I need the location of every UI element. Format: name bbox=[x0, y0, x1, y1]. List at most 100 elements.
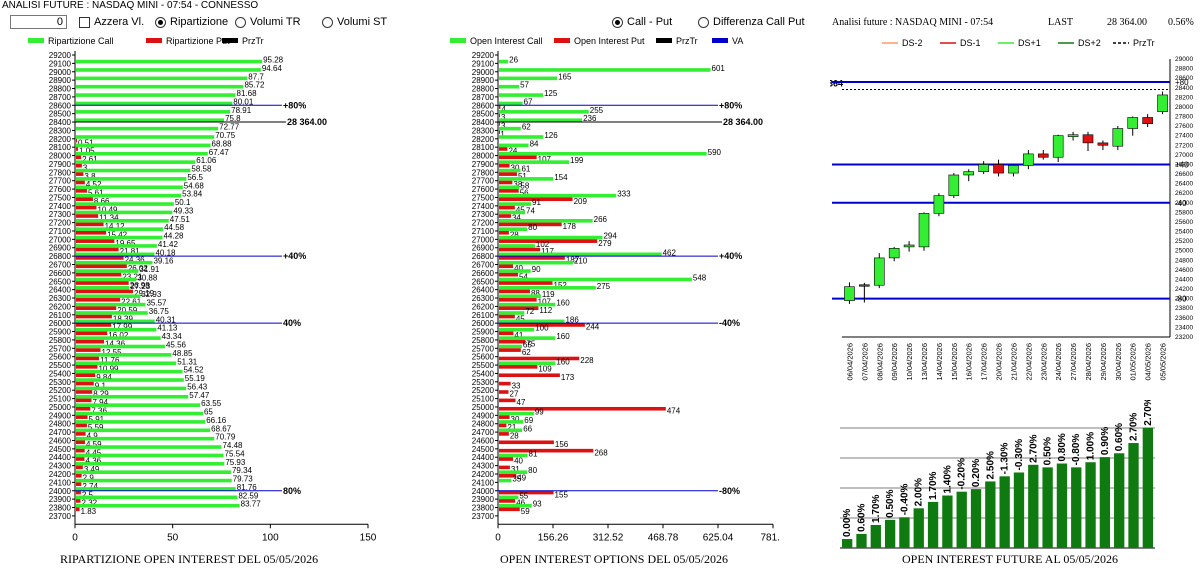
put-value-label: 268 bbox=[594, 448, 608, 457]
window-title: ANALISI FUTURE : NASDAQ MINI - 07:54 - C… bbox=[2, 0, 259, 11]
call-bar bbox=[499, 193, 617, 198]
radio-ripartizione[interactable]: Ripartizione bbox=[155, 16, 228, 28]
call-bar bbox=[76, 68, 261, 72]
put-bar bbox=[76, 314, 112, 319]
strike-label: 24000 bbox=[472, 487, 495, 496]
put-bar bbox=[499, 423, 507, 428]
oi-bar-label: 2.70% bbox=[1129, 413, 1140, 441]
oi-bar-label: 1.40% bbox=[942, 465, 953, 493]
put-value-label: 1.05 bbox=[79, 147, 95, 156]
strike-label: 25600 bbox=[472, 353, 495, 362]
oi-bar-label: 0.90% bbox=[1100, 427, 1111, 455]
call-value-label: 30.88 bbox=[137, 273, 158, 282]
call-value-label: 57 bbox=[520, 81, 529, 90]
azzera-label: Azzera Vl. bbox=[94, 16, 145, 28]
call-value-label: 154 bbox=[554, 173, 568, 182]
call-value-label: 54.68 bbox=[184, 181, 205, 190]
call-bar bbox=[76, 143, 211, 148]
price-tick-label: 23800 bbox=[1175, 305, 1193, 312]
call-value-label: 125 bbox=[544, 89, 558, 98]
call-bar bbox=[499, 143, 529, 148]
call-value-label: 91 bbox=[532, 198, 541, 207]
call-value-label: 199 bbox=[570, 156, 584, 165]
right-title: Analisi future : NASDAQ MINI - 07:54 bbox=[832, 17, 994, 28]
call-value-label: 275 bbox=[597, 282, 611, 291]
call-value-label: 31.91 bbox=[139, 265, 160, 274]
call-bar bbox=[76, 210, 173, 215]
oi-bar-label: -0.80% bbox=[1071, 434, 1082, 466]
radio-volumi-st[interactable]: Volumi ST bbox=[322, 16, 387, 28]
put-value-label: 10.49 bbox=[97, 205, 118, 214]
call-value-label: 45.56 bbox=[166, 341, 187, 350]
checkbox-box-icon bbox=[79, 16, 90, 28]
put-value-label: 75 bbox=[526, 339, 535, 348]
strike-label: 23700 bbox=[472, 512, 495, 521]
call-value-label: 44.28 bbox=[163, 232, 184, 241]
strike-label: 25300 bbox=[49, 378, 72, 387]
radio-volumi-tr[interactable]: Volumi TR bbox=[235, 16, 301, 28]
put-bar bbox=[76, 432, 86, 436]
date-label: 13/04/2026 bbox=[920, 343, 929, 381]
put-bar bbox=[499, 130, 500, 135]
candle-body bbox=[1127, 117, 1139, 129]
azzera-checkbox[interactable]: Azzera Vl. bbox=[79, 16, 144, 28]
put-bar bbox=[499, 390, 509, 394]
date-label: 22/04/2026 bbox=[1024, 343, 1033, 381]
strike-label: 28000 bbox=[472, 152, 495, 161]
strike-label: 26600 bbox=[472, 269, 495, 278]
price-tick-label: 27400 bbox=[1175, 133, 1193, 140]
strike-label: 28500 bbox=[472, 110, 495, 119]
strike-label: 23800 bbox=[472, 504, 495, 513]
legend-label: Ripartizione Put bbox=[166, 36, 230, 46]
call-value-label: 40.18 bbox=[155, 248, 176, 257]
strike-label: 27500 bbox=[49, 193, 72, 202]
call-value-label: 65 bbox=[204, 408, 213, 417]
strike-label: 24500 bbox=[472, 445, 495, 454]
strike-label: 24800 bbox=[49, 420, 72, 429]
date-label: 05/05/2026 bbox=[1159, 343, 1168, 381]
value-input[interactable]: 0 bbox=[10, 15, 67, 29]
oi-bar-label: -0.40% bbox=[899, 483, 910, 515]
put-value-label: 107 bbox=[538, 298, 552, 307]
call-bar bbox=[76, 411, 203, 416]
put-value-label: 17.99 bbox=[112, 323, 133, 332]
candle-body bbox=[1082, 134, 1094, 144]
strike-label: 26600 bbox=[49, 269, 72, 278]
level-label: -80 bbox=[1175, 295, 1187, 304]
strike-label: 24900 bbox=[472, 411, 495, 420]
strike-label: 27000 bbox=[472, 235, 495, 244]
strike-label: 25800 bbox=[472, 336, 495, 345]
strike-label: 25400 bbox=[472, 369, 495, 378]
put-bar bbox=[76, 490, 81, 495]
radio-differenza[interactable]: Differenza Call Put bbox=[698, 16, 805, 28]
radio-call-put[interactable]: Call - Put bbox=[612, 16, 672, 28]
put-value-label: 56 bbox=[520, 189, 529, 198]
call-bar bbox=[499, 269, 531, 273]
call-bar bbox=[499, 294, 541, 299]
strike-label: 24100 bbox=[49, 478, 72, 487]
call-value-label: 236 bbox=[583, 114, 597, 123]
call-bar bbox=[76, 503, 240, 508]
candle-body bbox=[859, 284, 870, 287]
legend-label: Open Interest Put bbox=[574, 36, 645, 46]
strike-label: 26300 bbox=[49, 294, 72, 303]
price-tick-label: 28400 bbox=[1175, 85, 1193, 92]
legend-label: VA bbox=[732, 36, 743, 46]
call-value-label: 50.1 bbox=[175, 198, 191, 207]
reference-label: 80% bbox=[283, 486, 301, 496]
strike-label: 26000 bbox=[49, 319, 72, 328]
put-value-label: 47 bbox=[517, 398, 526, 407]
strike-label: 28200 bbox=[472, 135, 495, 144]
put-bar bbox=[499, 205, 515, 210]
call-bar bbox=[76, 478, 232, 483]
candle-body bbox=[844, 286, 855, 301]
call-value-label: 35 bbox=[512, 475, 521, 484]
put-bar bbox=[76, 356, 99, 361]
call-value-label: 66.16 bbox=[206, 416, 227, 425]
price-tick-label: 24800 bbox=[1175, 257, 1193, 264]
call-bar bbox=[76, 126, 219, 131]
strike-label: 25100 bbox=[49, 395, 72, 404]
strike-label: 26900 bbox=[49, 244, 72, 253]
strike-label: 25200 bbox=[49, 386, 72, 395]
date-label: 10/04/2026 bbox=[905, 343, 914, 381]
